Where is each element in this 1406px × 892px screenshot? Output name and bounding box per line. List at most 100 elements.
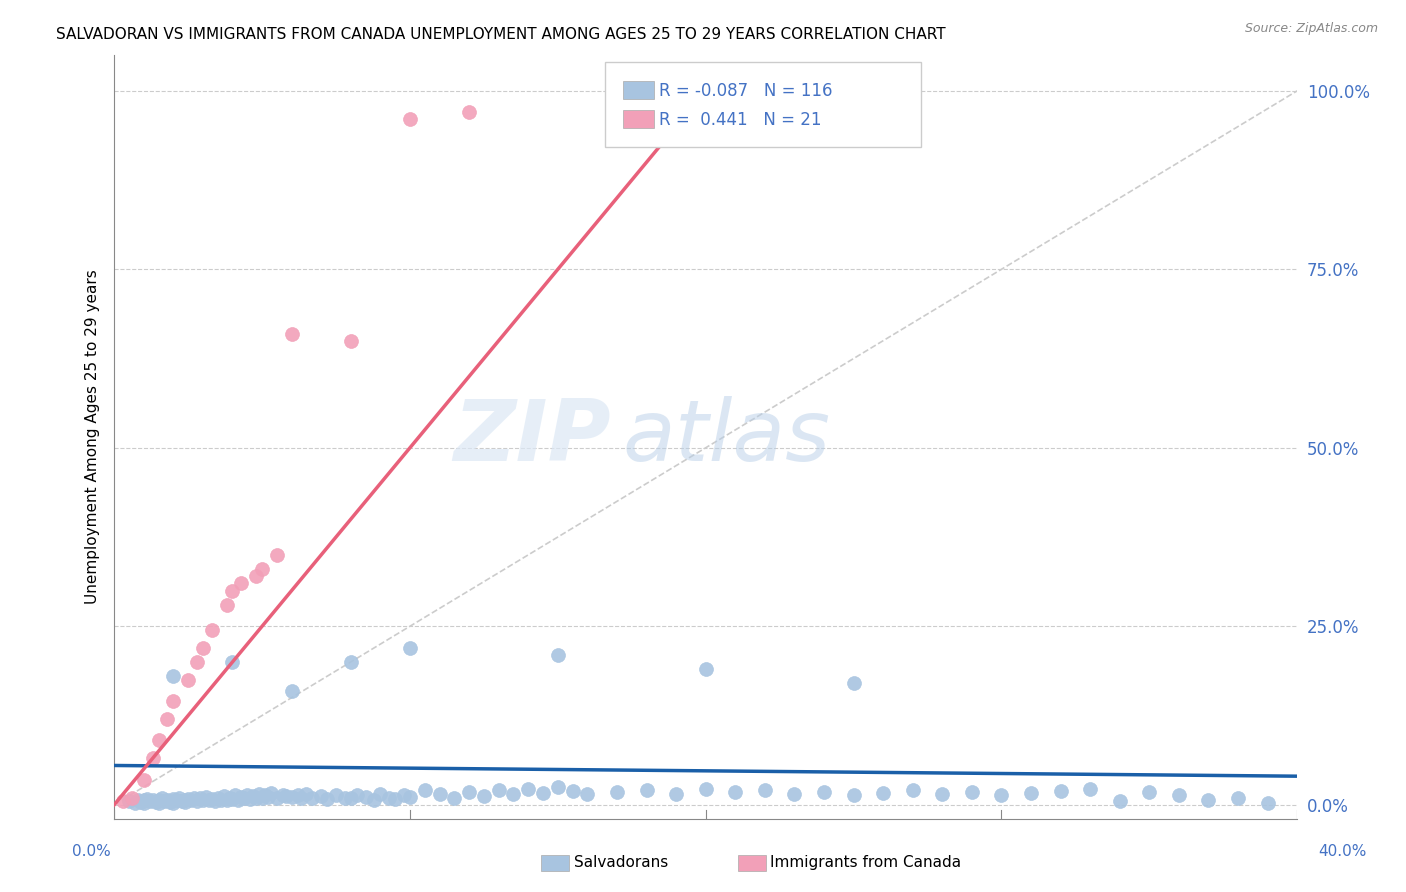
Point xyxy=(148,796,170,810)
Point xyxy=(309,789,332,804)
Point xyxy=(121,790,143,805)
Point xyxy=(174,795,197,809)
Point xyxy=(399,112,422,127)
Point xyxy=(547,780,569,794)
Point xyxy=(502,787,524,801)
Point xyxy=(339,655,361,669)
Point xyxy=(266,790,288,805)
Point xyxy=(153,794,176,808)
Point xyxy=(224,789,246,803)
Point xyxy=(215,598,238,612)
Point xyxy=(194,789,217,804)
Point xyxy=(239,792,262,806)
Point xyxy=(132,772,155,787)
Point xyxy=(1257,796,1279,810)
Point xyxy=(813,785,835,799)
Point xyxy=(754,783,776,797)
Text: 40.0%: 40.0% xyxy=(1319,845,1367,859)
Point xyxy=(242,789,264,804)
Point xyxy=(370,787,392,801)
Point xyxy=(271,788,294,802)
Point xyxy=(458,105,481,120)
Point xyxy=(280,326,302,341)
Point xyxy=(162,792,184,806)
Point xyxy=(172,794,194,808)
Point xyxy=(177,673,200,687)
Point xyxy=(443,790,465,805)
Point xyxy=(517,782,540,797)
Point xyxy=(724,785,747,799)
Point xyxy=(245,569,267,583)
Point xyxy=(250,562,273,576)
Point xyxy=(159,795,181,809)
Point xyxy=(290,791,312,805)
Point xyxy=(183,790,205,805)
Point xyxy=(112,794,135,808)
Point xyxy=(180,793,202,807)
Point xyxy=(280,789,302,804)
Text: R =  0.441   N = 21: R = 0.441 N = 21 xyxy=(659,111,823,128)
Point xyxy=(207,791,229,805)
Point xyxy=(990,789,1012,803)
Point xyxy=(1137,785,1160,799)
Text: Immigrants from Canada: Immigrants from Canada xyxy=(770,855,962,870)
Point xyxy=(221,655,243,669)
Point xyxy=(266,548,288,562)
Point xyxy=(695,782,717,797)
Point xyxy=(201,792,224,806)
Point xyxy=(399,789,422,804)
Point xyxy=(204,794,226,808)
Point xyxy=(325,788,347,802)
Point xyxy=(531,786,554,800)
Point xyxy=(783,787,806,801)
Point xyxy=(148,733,170,747)
Point xyxy=(378,790,401,805)
Point xyxy=(301,790,323,805)
Point xyxy=(247,787,270,801)
Point xyxy=(576,787,599,801)
Point xyxy=(363,793,385,807)
Point xyxy=(162,796,184,810)
Text: Source: ZipAtlas.com: Source: ZipAtlas.com xyxy=(1244,22,1378,36)
Point xyxy=(215,793,238,807)
Point xyxy=(333,790,356,805)
Point xyxy=(339,334,361,348)
Point xyxy=(188,791,211,805)
Point xyxy=(392,789,415,803)
Point xyxy=(1078,782,1101,797)
Point xyxy=(274,789,297,804)
Point xyxy=(1167,789,1189,803)
Point xyxy=(218,790,240,805)
Point xyxy=(245,790,267,805)
Point xyxy=(295,787,318,801)
Point xyxy=(156,793,179,807)
Point xyxy=(665,787,688,801)
Point xyxy=(145,795,167,809)
Point xyxy=(250,791,273,805)
Point xyxy=(191,640,214,655)
Point xyxy=(118,794,141,808)
Point xyxy=(257,789,280,804)
Point xyxy=(221,583,243,598)
Point xyxy=(287,789,309,803)
Point xyxy=(695,662,717,676)
Point xyxy=(384,792,406,806)
Point xyxy=(150,791,173,805)
Text: Salvadorans: Salvadorans xyxy=(574,855,668,870)
Text: ZIP: ZIP xyxy=(453,395,612,479)
Point xyxy=(413,783,436,797)
Point xyxy=(221,792,243,806)
Point xyxy=(1049,784,1071,798)
Point xyxy=(901,783,924,797)
Point xyxy=(228,793,250,807)
Point xyxy=(156,712,179,726)
Point xyxy=(354,789,377,804)
Point xyxy=(960,785,983,799)
Point xyxy=(488,783,510,797)
Point xyxy=(162,694,184,708)
Point xyxy=(135,792,157,806)
Point xyxy=(260,786,283,800)
Point xyxy=(201,623,224,637)
Point xyxy=(1019,786,1042,800)
Point xyxy=(148,793,170,807)
